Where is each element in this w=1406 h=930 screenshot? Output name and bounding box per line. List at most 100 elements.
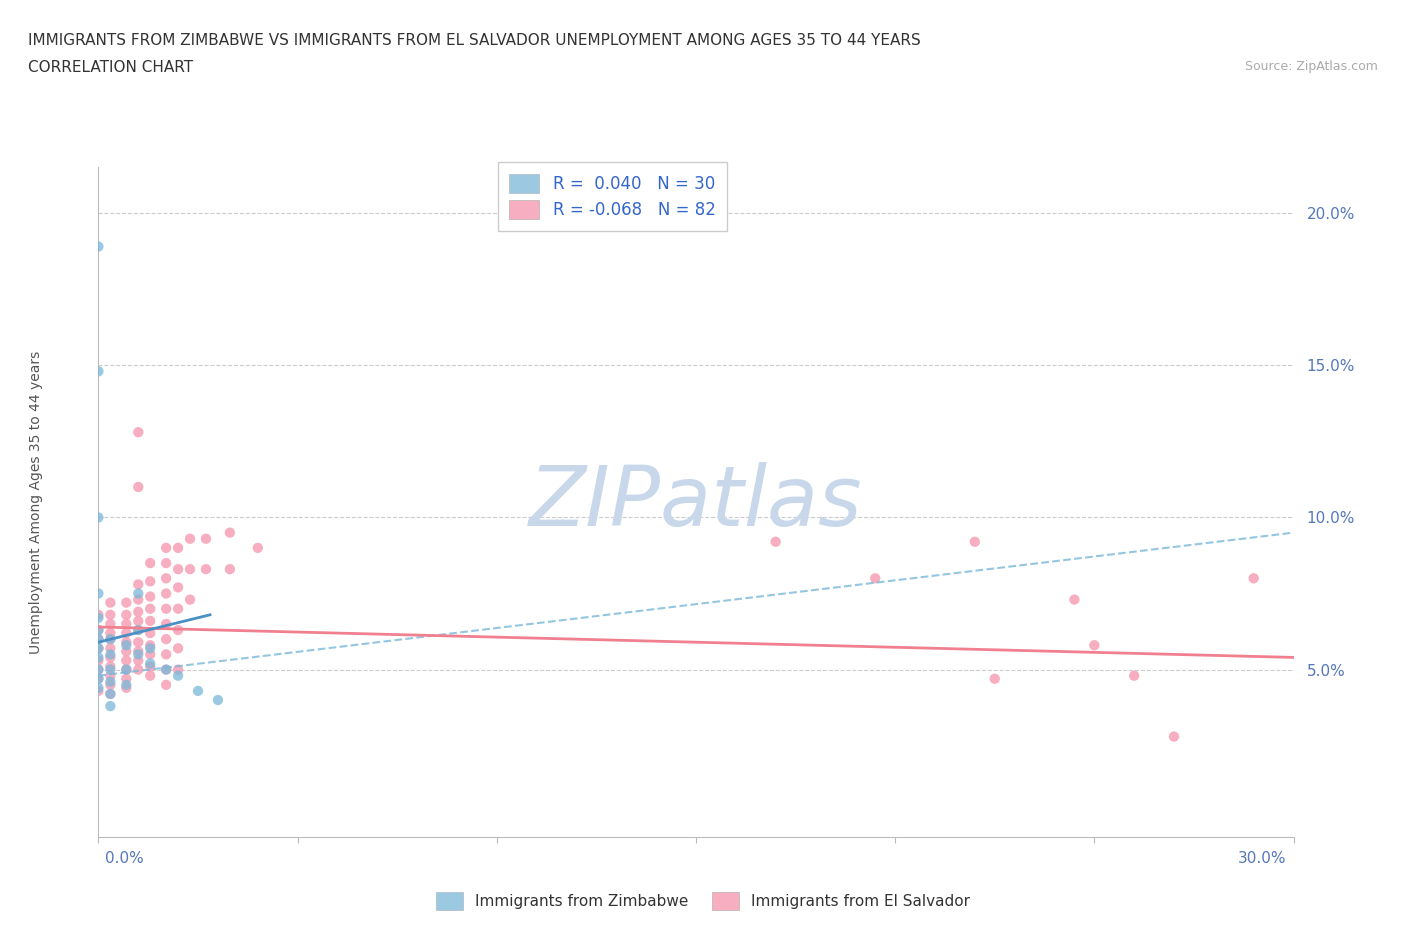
Point (87, 641, 110, 656)
Point (219, 525, 242, 540)
Point (87, 684, 110, 698)
Point (127, 622, 149, 637)
Point (127, 635, 149, 650)
Point (155, 571, 177, 586)
Point (87, 671, 110, 686)
Legend: Immigrants from Zimbabwe, Immigrants from El Salvador: Immigrants from Zimbabwe, Immigrants fro… (427, 884, 979, 918)
Point (115, 671, 138, 686)
Point (155, 602, 177, 617)
Point (87, 650, 110, 665)
Point (155, 617, 177, 631)
Point (167, 669, 190, 684)
Point (87, 631, 110, 646)
Point (98, 617, 122, 631)
Point (115, 653, 138, 668)
Point (127, 647, 149, 662)
Point (127, 662, 149, 677)
Point (87, 681, 110, 696)
Point (87, 610, 110, 625)
Point (983, 671, 1005, 686)
Point (87, 662, 110, 677)
Point (98, 686, 122, 701)
Point (155, 662, 177, 677)
Point (179, 562, 201, 577)
Point (115, 635, 138, 650)
Point (179, 592, 201, 607)
Point (127, 653, 149, 668)
Point (155, 586, 177, 601)
Point (87, 662, 110, 677)
Point (87, 641, 110, 656)
Y-axis label: Unemployment Among Ages 35 to 44 years: Unemployment Among Ages 35 to 44 years (30, 351, 42, 654)
Text: CORRELATION CHART: CORRELATION CHART (28, 60, 193, 75)
Point (139, 641, 162, 656)
Point (98, 631, 122, 646)
Point (155, 647, 177, 662)
Point (139, 574, 162, 589)
Point (87, 631, 110, 646)
Point (167, 641, 190, 656)
Point (115, 662, 138, 677)
Point (98, 607, 122, 622)
Point (139, 659, 162, 674)
Text: IMMIGRANTS FROM ZIMBABWE VS IMMIGRANTS FROM EL SALVADOR UNEMPLOYMENT AMONG AGES : IMMIGRANTS FROM ZIMBABWE VS IMMIGRANTS F… (28, 33, 921, 47)
Point (155, 540, 177, 555)
Point (167, 580, 190, 595)
Point (167, 622, 190, 637)
Point (87, 607, 110, 622)
Point (98, 595, 122, 610)
Point (87, 586, 110, 601)
Point (115, 681, 138, 696)
Point (87, 622, 110, 637)
Point (167, 562, 190, 577)
Point (87, 653, 110, 668)
Point (127, 480, 149, 495)
Text: Source: ZipAtlas.com: Source: ZipAtlas.com (1244, 60, 1378, 73)
Point (1063, 592, 1085, 607)
Point (167, 540, 190, 555)
Point (98, 662, 122, 677)
Point (139, 669, 162, 684)
Point (98, 677, 122, 692)
Point (863, 571, 886, 586)
Point (115, 595, 138, 610)
Point (127, 644, 149, 658)
Point (98, 659, 122, 674)
Text: 30.0%: 30.0% (1239, 851, 1286, 866)
Point (115, 607, 138, 622)
Point (127, 425, 149, 440)
Point (139, 589, 162, 604)
Point (98, 626, 122, 641)
Point (115, 617, 138, 631)
Point (87, 671, 110, 686)
Point (115, 626, 138, 641)
Point (127, 592, 149, 607)
Point (115, 638, 138, 653)
Point (98, 674, 122, 689)
Point (167, 602, 190, 617)
Point (87, 622, 110, 637)
Point (167, 662, 190, 677)
Point (115, 644, 138, 658)
Point (127, 604, 149, 619)
Point (115, 662, 138, 677)
Point (87, 510, 110, 525)
Point (1083, 638, 1105, 653)
Point (98, 650, 122, 665)
Point (87, 239, 110, 254)
Legend: R =  0.040   N = 30, R = -0.068   N = 82: R = 0.040 N = 30, R = -0.068 N = 82 (498, 163, 727, 231)
Point (98, 631, 122, 646)
Point (115, 677, 138, 692)
Point (127, 622, 149, 637)
Point (139, 614, 162, 629)
Point (87, 364, 110, 379)
Point (139, 555, 162, 570)
Point (127, 614, 149, 629)
Point (179, 531, 201, 546)
Point (155, 662, 177, 677)
Point (155, 555, 177, 570)
Point (139, 656, 162, 671)
Point (194, 531, 218, 546)
Point (155, 631, 177, 646)
Point (98, 669, 122, 684)
